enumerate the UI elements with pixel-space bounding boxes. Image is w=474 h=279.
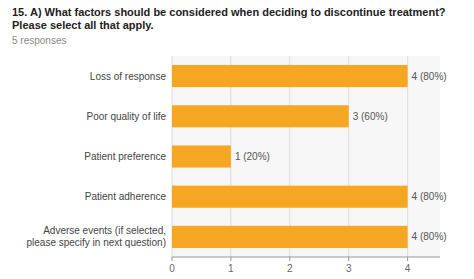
tick-label: 0 — [169, 263, 175, 274]
tick-mark — [172, 257, 173, 261]
plot-background — [172, 56, 440, 257]
category-label: Adverse events (if selected,please speci… — [26, 225, 166, 248]
bars — [172, 65, 408, 248]
category-label: Patient preference — [84, 151, 166, 162]
category-label: Patient adherence — [85, 191, 167, 202]
bar — [172, 105, 349, 127]
category-label: Poor quality of life — [87, 111, 167, 122]
bar — [172, 226, 408, 248]
subtitle: 5 responses — [12, 35, 66, 46]
tick-mark — [348, 257, 349, 261]
tick-mark — [289, 257, 290, 261]
tick-label: 4 — [405, 263, 411, 274]
tick-label: 3 — [346, 263, 352, 274]
title: 15. A) What factors should be considered… — [12, 6, 446, 31]
data-label: 4 (80%) — [412, 191, 447, 202]
tick-mark — [407, 257, 408, 261]
data-label: 4 (80%) — [412, 71, 447, 82]
bar — [172, 186, 408, 208]
bar — [172, 65, 408, 87]
bar — [172, 145, 231, 167]
data-label: 3 (60%) — [353, 111, 388, 122]
data-label: 1 (20%) — [235, 151, 270, 162]
tick-label: 1 — [228, 263, 234, 274]
tick-mark — [230, 257, 231, 261]
chart: 15. A) What factors should be considered… — [0, 0, 474, 279]
category-label: Loss of response — [90, 71, 167, 82]
tick-label: 2 — [287, 263, 293, 274]
data-label: 4 (80%) — [412, 231, 447, 242]
x-axis — [172, 257, 440, 258]
